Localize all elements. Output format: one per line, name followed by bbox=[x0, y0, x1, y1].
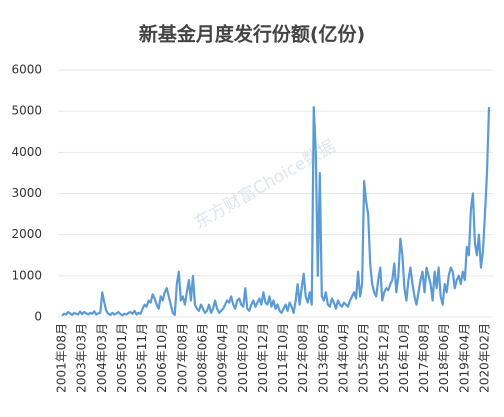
x-tick-label: 2016年10月 bbox=[397, 323, 411, 393]
x-tick-label: 2005年11月 bbox=[135, 323, 149, 393]
x-tick-label: 2015年02月 bbox=[357, 323, 371, 393]
x-tick-label: 2019年04月 bbox=[457, 323, 471, 393]
x-tick-label: 2015年12月 bbox=[377, 323, 391, 393]
x-tick-label: 2011年10月 bbox=[276, 323, 290, 393]
chart-title: 新基金月度发行份额(亿份) bbox=[139, 23, 365, 46]
y-tick-label: 2000 bbox=[11, 227, 42, 241]
x-tick-label: 2007年08月 bbox=[175, 323, 189, 393]
data-line bbox=[61, 105, 491, 317]
x-tick-label: 2006年10月 bbox=[155, 323, 169, 393]
x-tick-label: 2004年03月 bbox=[95, 323, 109, 393]
x-tick-label: 2001年08月 bbox=[55, 323, 69, 393]
y-tick-label: 0 bbox=[34, 310, 42, 324]
x-tick-label: 2005年01月 bbox=[115, 323, 129, 393]
x-tick-label: 2010年12月 bbox=[256, 323, 270, 393]
x-tick-label: 2020年02月 bbox=[477, 323, 491, 393]
x-tick-label: 2009年04月 bbox=[216, 323, 230, 393]
x-tick-label: 2008年06月 bbox=[195, 323, 209, 393]
x-tick-label: 2012年08月 bbox=[296, 323, 310, 393]
x-tick-label: 2013年06月 bbox=[316, 323, 330, 393]
y-tick-label: 6000 bbox=[11, 63, 42, 77]
y-tick-label: 1000 bbox=[11, 268, 42, 282]
y-tick-label: 5000 bbox=[11, 104, 42, 118]
y-tick-label: 4000 bbox=[11, 145, 42, 159]
x-tick-label: 2010年02月 bbox=[236, 323, 250, 393]
y-tick-label: 3000 bbox=[11, 186, 42, 200]
x-tick-label: 2017年08月 bbox=[417, 323, 431, 393]
x-tick-label: 2003年03月 bbox=[75, 323, 89, 393]
x-tick-label: 2014年04月 bbox=[336, 323, 350, 393]
x-tick-label: 2018年06月 bbox=[437, 323, 451, 393]
